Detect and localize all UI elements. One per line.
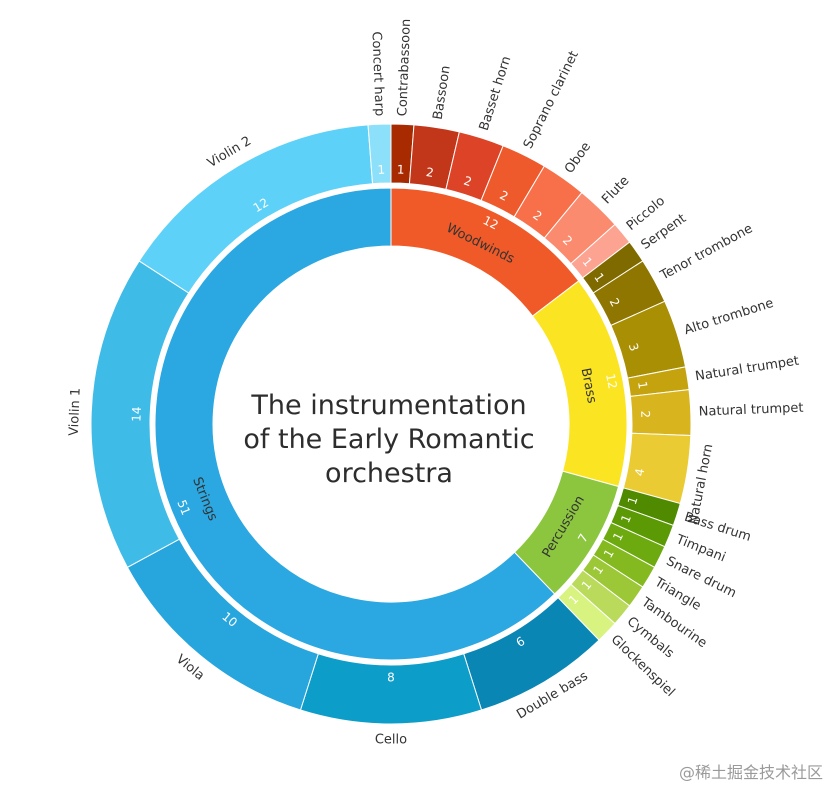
- outer-label-concert-harp: Concert harp: [368, 31, 386, 116]
- outer-value-cello: 8: [387, 671, 395, 685]
- chart-title-line-2: of the Early Romantic: [243, 424, 534, 455]
- outer-label-natural-trumpet: Natural trumpet: [698, 401, 803, 420]
- inner-slice-strings[interactable]: [154, 187, 556, 661]
- outer-label-natural-trumpet: Natural trumpet: [694, 354, 800, 385]
- outer-value-basset-horn: 2: [462, 174, 474, 190]
- rings: [90, 123, 692, 725]
- outer-value-concert-harp: 1: [377, 163, 385, 177]
- group-name-brass: Brass: [578, 367, 600, 405]
- outer-value-bass-drum: 1: [625, 495, 641, 507]
- outer-value-violin-1: 14: [129, 406, 144, 422]
- outer-label-basset-horn: Basset horn: [477, 54, 515, 132]
- outer-value-natural-trumpet: 1: [635, 380, 650, 390]
- outer-label-soprano-clarinet: Soprano clarinet: [521, 49, 582, 152]
- outer-label-violin-1: Violin 1: [67, 388, 84, 437]
- outer-value-alto-trombone: 3: [626, 341, 642, 353]
- watermark: @稀土掘金技术社区: [678, 763, 823, 782]
- outer-label-bassoon: Bassoon: [431, 65, 454, 121]
- outer-label-flute: Flute: [599, 174, 632, 208]
- inner-value-strings: 51: [174, 498, 193, 517]
- outer-value-natural-horn: 4: [632, 467, 647, 477]
- outer-label-oboe: Oboe: [562, 140, 594, 177]
- outer-slice-concert-harp[interactable]: [367, 123, 392, 185]
- inner-value-brass: 12: [603, 372, 620, 390]
- outer-label-alto-trombone: Alto trombone: [682, 296, 775, 338]
- outer-value-contrabassoon: 1: [397, 163, 405, 177]
- chart-title-line-3: orchestra: [325, 458, 453, 489]
- outer-value-violin-2: 12: [251, 195, 271, 215]
- outer-label-cello: Cello: [375, 733, 407, 748]
- inner-value-woodwinds: 12: [481, 213, 501, 232]
- outer-value-bassoon: 2: [425, 165, 435, 180]
- chart-title-line-1: The instrumentation: [250, 390, 526, 421]
- outer-value-natural-trumpet: 2: [638, 410, 652, 418]
- outer-slice-cello[interactable]: [299, 653, 483, 725]
- outer-label-contrabassoon: Contrabassoon: [395, 18, 414, 116]
